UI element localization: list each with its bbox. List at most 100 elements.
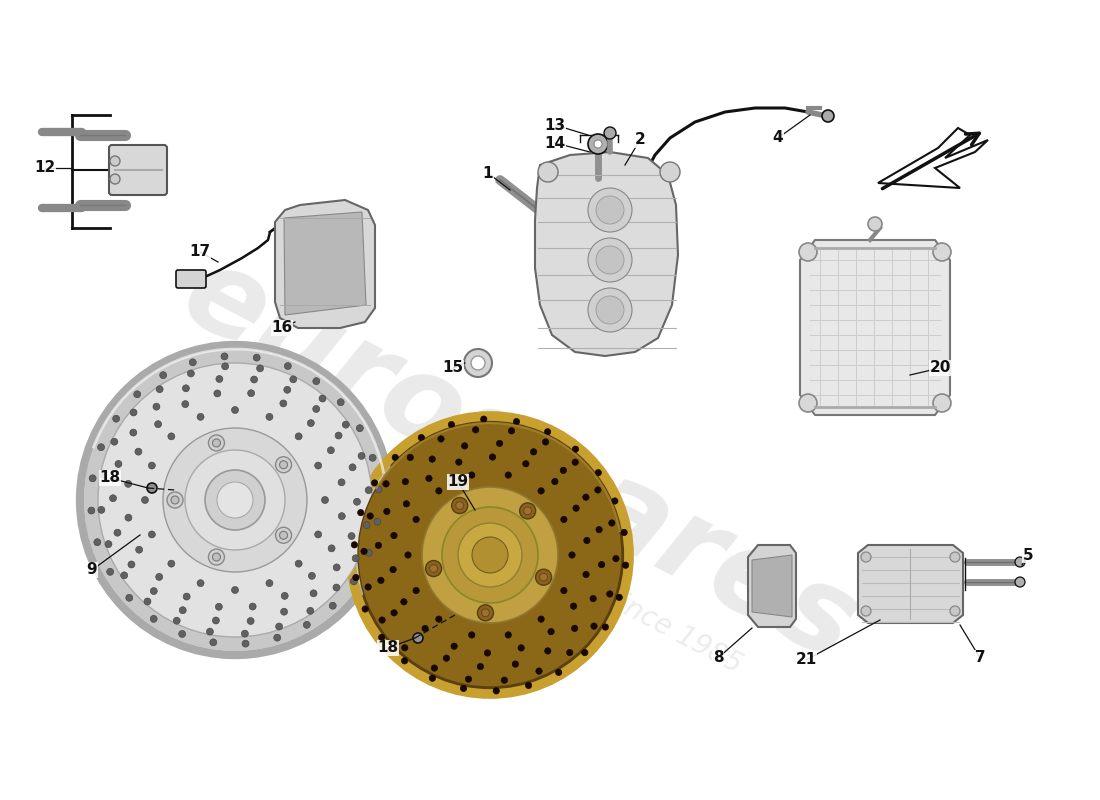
Circle shape (349, 464, 356, 471)
Circle shape (403, 478, 408, 485)
Circle shape (822, 110, 834, 122)
Circle shape (217, 482, 253, 518)
Circle shape (588, 188, 632, 232)
Circle shape (375, 486, 382, 493)
Circle shape (431, 665, 438, 671)
Circle shape (566, 650, 573, 656)
Circle shape (342, 421, 350, 428)
Circle shape (231, 586, 239, 594)
Circle shape (596, 526, 603, 533)
Circle shape (210, 639, 217, 646)
Circle shape (187, 370, 195, 377)
Circle shape (544, 429, 551, 435)
Circle shape (168, 560, 175, 567)
Circle shape (112, 415, 120, 422)
Circle shape (375, 542, 382, 549)
Circle shape (147, 483, 157, 493)
Circle shape (182, 401, 189, 408)
Circle shape (604, 127, 616, 139)
Text: 2: 2 (635, 133, 646, 147)
Circle shape (588, 288, 632, 332)
Polygon shape (752, 555, 792, 617)
Circle shape (274, 634, 280, 641)
Circle shape (472, 537, 508, 573)
Circle shape (156, 574, 163, 581)
Circle shape (321, 497, 329, 503)
Circle shape (471, 356, 485, 370)
Circle shape (319, 395, 326, 402)
Circle shape (163, 428, 307, 572)
Circle shape (519, 503, 536, 519)
Circle shape (598, 562, 605, 568)
Circle shape (209, 549, 224, 565)
Circle shape (861, 606, 871, 616)
Circle shape (256, 365, 264, 372)
Circle shape (94, 538, 101, 546)
Circle shape (130, 409, 138, 416)
Circle shape (197, 414, 205, 420)
Circle shape (443, 655, 450, 662)
Circle shape (526, 682, 531, 689)
Circle shape (390, 610, 397, 616)
Circle shape (248, 618, 254, 625)
Circle shape (135, 546, 143, 554)
Circle shape (590, 595, 596, 602)
Text: 17: 17 (189, 245, 210, 259)
Circle shape (518, 645, 525, 651)
Circle shape (315, 531, 321, 538)
Circle shape (125, 514, 132, 521)
Circle shape (212, 553, 220, 561)
Circle shape (307, 607, 314, 614)
Circle shape (573, 505, 580, 511)
Circle shape (128, 561, 135, 568)
Circle shape (84, 349, 386, 651)
Circle shape (142, 497, 148, 503)
Circle shape (405, 552, 411, 558)
FancyBboxPatch shape (109, 145, 167, 195)
Text: a passion for parts since 1985: a passion for parts since 1985 (363, 457, 747, 679)
Circle shape (328, 446, 334, 454)
Circle shape (282, 592, 288, 599)
Text: 1: 1 (483, 166, 493, 181)
Circle shape (155, 421, 162, 428)
FancyBboxPatch shape (176, 270, 206, 288)
Circle shape (560, 467, 566, 474)
Circle shape (183, 385, 189, 392)
Circle shape (242, 640, 249, 647)
Circle shape (372, 480, 378, 486)
Circle shape (544, 648, 551, 654)
Circle shape (572, 459, 579, 466)
Polygon shape (800, 240, 950, 415)
Circle shape (304, 622, 310, 628)
Circle shape (591, 623, 597, 630)
Circle shape (594, 140, 602, 148)
Circle shape (134, 390, 141, 398)
Circle shape (429, 675, 436, 682)
Circle shape (588, 238, 632, 282)
Circle shape (315, 462, 321, 469)
Circle shape (548, 629, 554, 635)
Circle shape (412, 587, 419, 594)
Text: 20: 20 (930, 361, 950, 375)
Circle shape (189, 359, 196, 366)
Circle shape (595, 470, 602, 476)
Circle shape (595, 486, 601, 493)
Circle shape (197, 580, 205, 586)
Circle shape (429, 456, 436, 462)
Circle shape (538, 616, 544, 622)
Circle shape (556, 670, 562, 676)
Circle shape (608, 520, 615, 526)
Circle shape (582, 650, 588, 656)
Circle shape (461, 442, 468, 449)
Circle shape (185, 450, 285, 550)
Circle shape (451, 643, 458, 650)
Circle shape (402, 645, 408, 651)
Circle shape (383, 481, 389, 487)
Circle shape (148, 531, 155, 538)
Circle shape (153, 403, 159, 410)
Circle shape (602, 624, 608, 630)
Circle shape (402, 658, 408, 664)
Circle shape (377, 577, 384, 583)
Circle shape (933, 394, 952, 412)
Circle shape (522, 461, 529, 467)
